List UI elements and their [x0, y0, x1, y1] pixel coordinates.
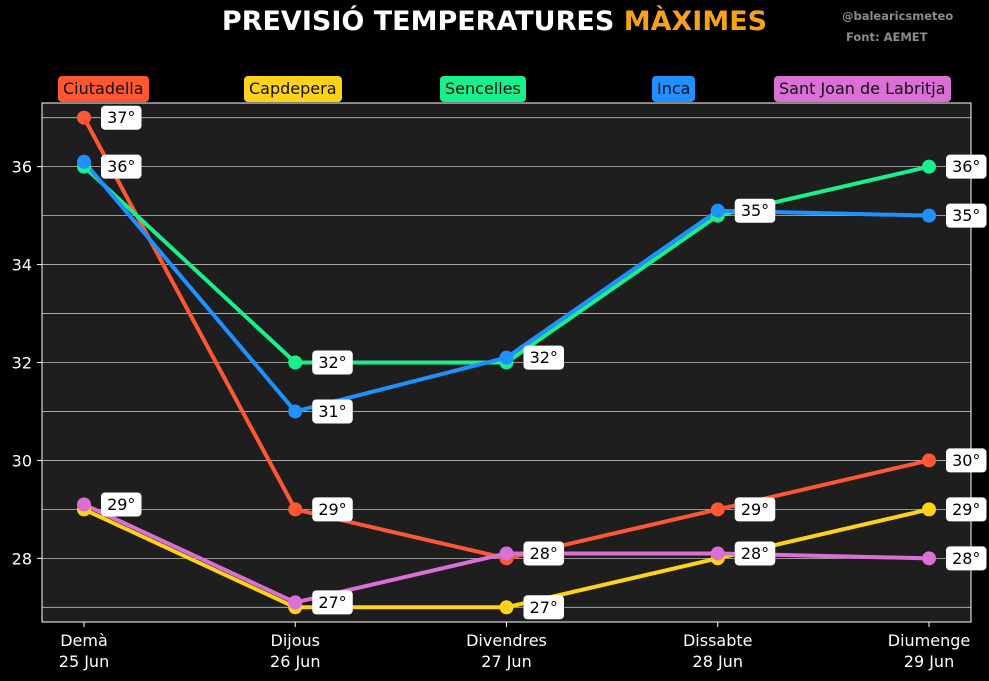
- data-point: [77, 154, 91, 169]
- value-label-box: [734, 541, 776, 566]
- y-tick-label: 36: [12, 158, 32, 177]
- legend-item: Ciutadella: [58, 76, 149, 102]
- data-point: [710, 546, 725, 561]
- value-label-box: [101, 154, 142, 179]
- value-label: 37°: [107, 108, 135, 127]
- value-label: 29°: [952, 500, 980, 519]
- author-handle: @balearicsmeteo: [842, 9, 954, 23]
- data-point: [710, 203, 725, 218]
- legend-item: Capdepera: [244, 76, 342, 102]
- value-label: 30°: [952, 451, 980, 470]
- y-tick-label: 30: [12, 451, 32, 470]
- value-label: 27°: [530, 598, 558, 617]
- y-tick-label: 34: [12, 256, 32, 275]
- value-label-box: [312, 350, 353, 375]
- title-accent: MÀXIMES: [623, 6, 768, 37]
- data-point: [922, 208, 936, 223]
- x-tick-label: 28 Jun: [693, 652, 743, 671]
- value-label: 31°: [318, 402, 346, 421]
- value-label: 29°: [741, 500, 769, 519]
- value-label-box: [734, 198, 776, 223]
- value-label-box: [523, 595, 564, 620]
- legend-item: Inca: [652, 76, 696, 102]
- x-tick-label: Demà: [60, 631, 108, 650]
- value-label-box: [312, 590, 353, 615]
- data-point: [922, 551, 936, 566]
- value-label-box: [946, 203, 987, 228]
- data-point: [922, 502, 936, 517]
- value-label: 35°: [741, 201, 769, 220]
- x-tick-label: Diumenge: [888, 631, 970, 650]
- x-tick-label: Dissabte: [683, 631, 753, 650]
- x-tick-label: Dijous: [271, 631, 320, 650]
- value-label: 35°: [952, 206, 980, 225]
- value-label-box: [946, 546, 987, 571]
- data-point: [77, 497, 91, 512]
- value-label: 28°: [530, 544, 558, 563]
- title-main: PREVISIÓ TEMPERATURES: [221, 6, 615, 37]
- legend-item: Sant Joan de Labritja: [774, 76, 951, 102]
- y-tick-label: 28: [12, 549, 32, 568]
- x-tick-label: Divendres: [466, 631, 547, 650]
- data-point: [499, 350, 514, 365]
- x-tick-label: 26 Jun: [270, 652, 320, 671]
- value-label: 28°: [952, 549, 980, 568]
- legend-item: Sencelles: [440, 76, 526, 102]
- value-label-box: [101, 105, 142, 130]
- value-label: 32°: [318, 353, 346, 372]
- value-label-box: [523, 541, 564, 566]
- value-label: 32°: [530, 348, 558, 367]
- data-point: [922, 159, 936, 174]
- value-label: 27°: [318, 593, 346, 612]
- value-label: 29°: [318, 500, 346, 519]
- value-label: 36°: [107, 157, 135, 176]
- x-tick-label: 25 Jun: [59, 652, 109, 671]
- data-point: [922, 453, 936, 468]
- value-label-box: [523, 345, 564, 370]
- data-source: Font: AEMET: [846, 30, 928, 44]
- value-label-box: [734, 497, 776, 522]
- data-point: [288, 595, 303, 610]
- x-tick-label: 27 Jun: [481, 652, 531, 671]
- value-label-box: [101, 492, 142, 517]
- value-label: 28°: [741, 544, 769, 563]
- value-label-box: [946, 497, 987, 522]
- data-point: [288, 502, 303, 517]
- data-point: [77, 110, 91, 125]
- value-label-box: [946, 154, 987, 179]
- data-point: [288, 404, 303, 419]
- data-point: [710, 502, 725, 517]
- value-label-box: [946, 448, 987, 473]
- x-tick-label: 29 Jun: [904, 652, 954, 671]
- data-point: [288, 355, 303, 370]
- y-tick-label: 32: [12, 354, 32, 373]
- chart-title: PREVISIÓ TEMPERATURES MÀXIMES: [0, 6, 989, 37]
- data-point: [499, 600, 514, 615]
- value-label: 29°: [107, 495, 135, 514]
- value-label-box: [312, 497, 353, 522]
- data-point: [499, 546, 514, 561]
- value-label: 36°: [952, 157, 980, 176]
- value-label-box: [312, 399, 353, 424]
